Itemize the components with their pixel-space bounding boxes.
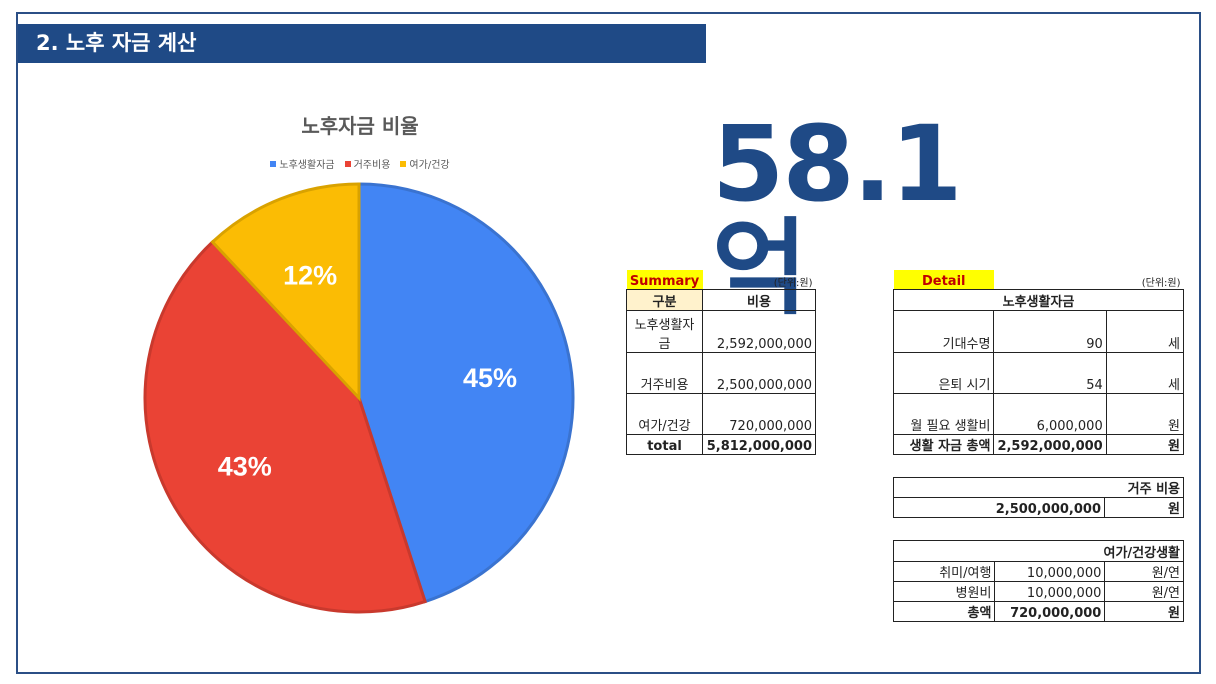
pie-slice-1 xyxy=(143,239,428,614)
detail-value: 6,000,000 xyxy=(993,392,1107,435)
detail-label: 취미/여행 xyxy=(892,561,996,582)
pie-data-label-1: 43% xyxy=(218,452,272,482)
summary-total-label: total xyxy=(626,433,703,455)
detail-value: 10,000,000 xyxy=(994,561,1106,582)
detail-value: 54 xyxy=(993,351,1107,394)
page-title: 2. 노후 자금 계산 xyxy=(18,24,706,63)
detail-unit-cell: 원 xyxy=(1105,392,1185,435)
table-row: 취미/여행 10,000,000 원/연 xyxy=(892,561,1184,582)
pie-chart: 45% 43% 12% xyxy=(143,182,575,614)
table-row: 노후생활자금 2,592,000,000 xyxy=(626,309,816,353)
table-row: 기대수명 90 세 xyxy=(892,309,1185,353)
summary-header-category: 구분 xyxy=(626,288,703,311)
detail-housing-header: 거주 비용 xyxy=(995,477,1184,498)
legend-item-living: 노후생활자금 xyxy=(270,156,335,171)
detail-label: 은퇴 시기 xyxy=(892,351,995,394)
table-row: 여가/건강 720,000,000 xyxy=(626,392,816,435)
slide-frame xyxy=(16,12,1201,674)
detail-label: 기대수명 xyxy=(892,309,995,353)
table-row: 거주비용 2,500,000,000 xyxy=(626,351,816,394)
summary-unit: (단위:원) xyxy=(773,277,813,289)
detail-living-total-label: 생활 자금 총액 xyxy=(892,433,995,455)
detail-leisure-total-label: 총액 xyxy=(892,601,996,622)
pie-slice-2 xyxy=(210,182,361,402)
summary-total-value: 5,812,000,000 xyxy=(702,433,816,455)
summary-label: 여가/건강 xyxy=(626,392,703,435)
detail-housing-table: 거주 비용 2,500,000,000 원 xyxy=(893,477,1184,518)
detail-leisure-header: 여가/건강생활 xyxy=(893,540,1184,562)
summary-label: 노후생활자금 xyxy=(626,309,703,353)
table-row: 병원비 10,000,000 원/연 xyxy=(892,581,1184,602)
detail-leisure-table: 여가/건강생활 취미/여행 10,000,000 원/연 병원비 10,000,… xyxy=(892,540,1184,622)
detail-living-total-unit: 원 xyxy=(1105,433,1185,455)
summary-value: 2,592,000,000 xyxy=(702,309,816,353)
table-row: 은퇴 시기 54 세 xyxy=(892,351,1185,394)
pie-slice-0 xyxy=(357,182,575,604)
legend-item-leisure: 여가/건강 xyxy=(400,156,450,171)
detail-unit-cell: 세 xyxy=(1105,351,1185,394)
detail-housing-unit: 원 xyxy=(1104,497,1184,518)
detail-label: 병원비 xyxy=(892,581,996,602)
detail-unit-cell: 원/연 xyxy=(1104,561,1184,582)
legend-item-housing: 거주비용 xyxy=(344,156,390,171)
pie-data-label-0: 45% xyxy=(463,363,517,393)
detail-unit-cell: 세 xyxy=(1105,309,1185,353)
chart-title: 노후자금 비율 xyxy=(301,114,419,138)
detail-title: Detail xyxy=(893,270,994,289)
summary-label: 거주비용 xyxy=(626,351,703,394)
detail-living-table: Detail (단위:원) 노후생활자금 기대수명 90 세 은퇴 시기 54 … xyxy=(892,270,1185,455)
summary-header-cost: 비용 xyxy=(702,288,816,311)
detail-value: 90 xyxy=(993,309,1107,353)
chart-legend: 노후생활자금 거주비용 여가/건강 xyxy=(240,156,480,171)
detail-value: 10,000,000 xyxy=(994,581,1106,602)
detail-unit-cell: 원/연 xyxy=(1104,581,1184,602)
detail-label: 월 필요 생활비 xyxy=(892,392,995,435)
summary-value: 720,000,000 xyxy=(702,392,816,435)
detail-unit: (단위:원) xyxy=(1141,277,1181,289)
detail-housing-value: 2,500,000,000 xyxy=(893,497,1105,518)
table-row: 월 필요 생활비 6,000,000 원 xyxy=(892,392,1185,435)
summary-title: Summary xyxy=(626,270,703,289)
summary-value: 2,500,000,000 xyxy=(702,351,816,394)
pie-data-label-2: 12% xyxy=(283,261,337,291)
detail-living-total-value: 2,592,000,000 xyxy=(993,433,1107,455)
detail-leisure-total-unit: 원 xyxy=(1104,601,1184,622)
summary-table: Summary (단위:원) 구분 비용 노후생활자금 2,592,000,00… xyxy=(626,270,816,455)
detail-leisure-total-value: 720,000,000 xyxy=(994,601,1106,622)
detail-living-header: 노후생활자금 xyxy=(893,288,1184,311)
